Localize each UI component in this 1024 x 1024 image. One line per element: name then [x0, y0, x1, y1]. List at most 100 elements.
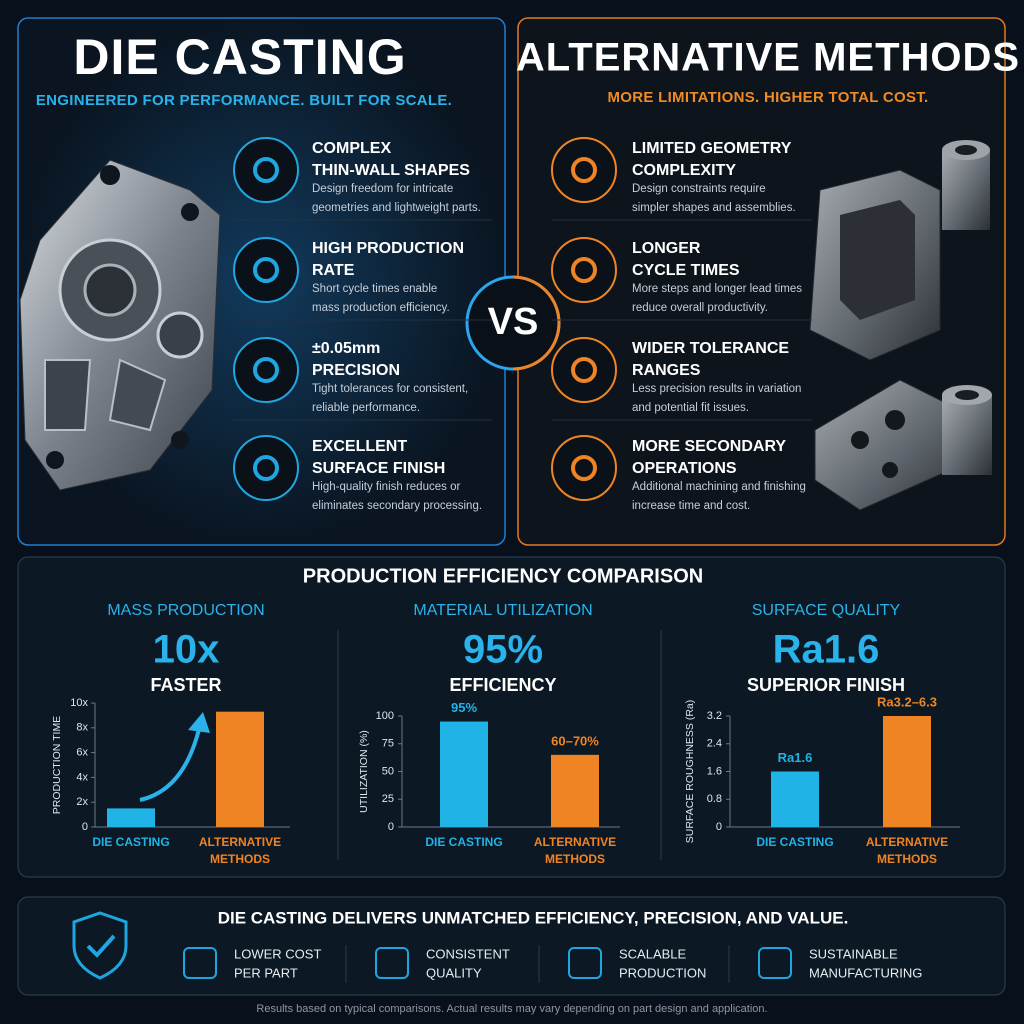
- summary-icon: [375, 947, 409, 979]
- panel-heading: MATERIAL UTILIZATION: [413, 602, 592, 619]
- feature-icon: [233, 337, 299, 403]
- feature-title: EXCELLENT: [312, 438, 407, 455]
- panel-heading: SURFACE QUALITY: [752, 602, 901, 619]
- y-tick-label: 100: [376, 710, 394, 722]
- feature-icon-glyph: [253, 257, 279, 283]
- x-tick-label: METHODS: [545, 852, 605, 866]
- y-tick-label: 0: [388, 821, 394, 833]
- summary-item: PER PART: [234, 965, 298, 980]
- bar: [551, 754, 599, 827]
- x-tick-label: ALTERNATIVE: [199, 835, 281, 849]
- feature-title: THIN-WALL SHAPES: [312, 162, 470, 179]
- feature-icon-glyph: [253, 455, 279, 481]
- value-label: Ra3.2–6.3: [877, 694, 937, 709]
- feature-title: COMPLEXITY: [632, 162, 736, 179]
- feature-title: SURFACE FINISH: [312, 460, 445, 477]
- feature-description: geometries and lightweight parts.: [312, 202, 481, 214]
- y-tick-label: 50: [382, 765, 394, 777]
- summary-item: MANUFACTURING: [809, 965, 922, 980]
- feature-title: LIMITED GEOMETRY: [632, 140, 792, 157]
- value-label: 60–70%: [551, 733, 599, 748]
- feature-icon: [551, 137, 617, 203]
- bar: [216, 711, 264, 827]
- x-tick-label: ALTERNATIVE: [866, 835, 948, 849]
- feature-icon-glyph: [571, 257, 597, 283]
- y-tick-label: 0.8: [707, 793, 722, 805]
- feature-icon: [551, 237, 617, 303]
- summary-headline: DIE CASTING DELIVERS UNMATCHED EFFICIENC…: [218, 908, 849, 927]
- left-subtitle: ENGINEERED FOR PERFORMANCE. BUILT FOR SC…: [36, 92, 452, 109]
- feature-description: mass production efficiency.: [312, 302, 450, 314]
- feature-description: Additional machining and finishing: [632, 481, 806, 493]
- y-axis-title: PRODUCTION TIME: [51, 716, 63, 814]
- bar: [883, 716, 931, 827]
- right-subtitle: MORE LIMITATIONS. HIGHER TOTAL COST.: [607, 89, 928, 106]
- vs-label: VS: [488, 301, 539, 343]
- bar: [440, 721, 488, 827]
- shield-icon: [72, 911, 128, 980]
- y-tick-label: 25: [382, 793, 394, 805]
- feature-title: RATE: [312, 262, 355, 279]
- y-tick-label: 1.6: [707, 765, 722, 777]
- panel-headline: 95%: [463, 628, 543, 672]
- x-tick-label: METHODS: [877, 852, 937, 866]
- feature-title: LONGER: [632, 240, 701, 257]
- summary-item: PRODUCTION: [619, 965, 706, 980]
- y-tick-label: 3.2: [707, 710, 722, 722]
- feature-title: ±0.05mm: [312, 340, 380, 357]
- feature-icon-glyph: [571, 455, 597, 481]
- feature-description: Less precision results in variation: [632, 383, 801, 395]
- panel-subheading: SUPERIOR FINISH: [747, 675, 905, 695]
- right-title: ALTERNATIVE METHODS: [516, 36, 1020, 80]
- feature-icon-glyph: [253, 357, 279, 383]
- bar: [771, 771, 819, 827]
- feature-title: MORE SECONDARY: [632, 438, 786, 455]
- feature-description: reliable performance.: [312, 402, 420, 414]
- value-label: 95%: [451, 700, 477, 715]
- feature-description: Design constraints require: [632, 183, 766, 195]
- panel-heading: MASS PRODUCTION: [107, 602, 264, 619]
- summary-item: CONSISTENT: [426, 946, 510, 961]
- summary-icon: [183, 947, 217, 979]
- feature-icon: [233, 435, 299, 501]
- feature-icon-glyph: [253, 157, 279, 183]
- left-title: DIE CASTING: [73, 29, 406, 85]
- feature-description: reduce overall productivity.: [632, 302, 768, 314]
- summary-icon: [568, 947, 602, 979]
- y-tick-label: 0: [716, 821, 722, 833]
- feature-description: Design freedom for intricate: [312, 183, 453, 195]
- x-tick-label: DIE CASTING: [425, 835, 502, 849]
- feature-title: RANGES: [632, 362, 701, 379]
- y-tick-label: 75: [382, 738, 394, 750]
- y-tick-label: 4x: [76, 771, 88, 783]
- y-tick-label: 2x: [76, 796, 88, 808]
- summary-item: SUSTAINABLE: [809, 946, 898, 961]
- feature-description: simpler shapes and assemblies.: [632, 202, 796, 214]
- feature-title: PRECISION: [312, 362, 400, 379]
- feature-description: increase time and cost.: [632, 500, 750, 512]
- summary-item: QUALITY: [426, 965, 482, 980]
- panel-headline: 10x: [153, 628, 220, 672]
- panel-subheading: FASTER: [150, 675, 221, 695]
- die-cast-part: [19, 159, 221, 491]
- feature-title: HIGH PRODUCTION: [312, 240, 464, 257]
- growth-arrowhead: [188, 712, 210, 733]
- footnote: Results based on typical comparisons. Ac…: [256, 1003, 767, 1015]
- feature-description: Short cycle times enable: [312, 283, 437, 295]
- machined-parts: [809, 140, 992, 511]
- efficiency-panel: [17, 556, 1006, 878]
- summary-item: LOWER COST: [234, 946, 321, 961]
- y-tick-label: 8x: [76, 722, 88, 734]
- panel-headline: Ra1.6: [773, 628, 880, 672]
- feature-icon: [551, 435, 617, 501]
- summary-icon: [758, 947, 792, 979]
- y-tick-label: 6x: [76, 747, 88, 759]
- x-tick-label: DIE CASTING: [92, 835, 169, 849]
- feature-description: and potential fit issues.: [632, 402, 749, 414]
- panel-subheading: EFFICIENCY: [449, 675, 556, 695]
- feature-icon-glyph: [571, 157, 597, 183]
- growth-arrow: [139, 724, 202, 802]
- y-axis-title: SURFACE ROUGHNESS (Ra): [684, 700, 696, 844]
- feature-title: COMPLEX: [312, 140, 391, 157]
